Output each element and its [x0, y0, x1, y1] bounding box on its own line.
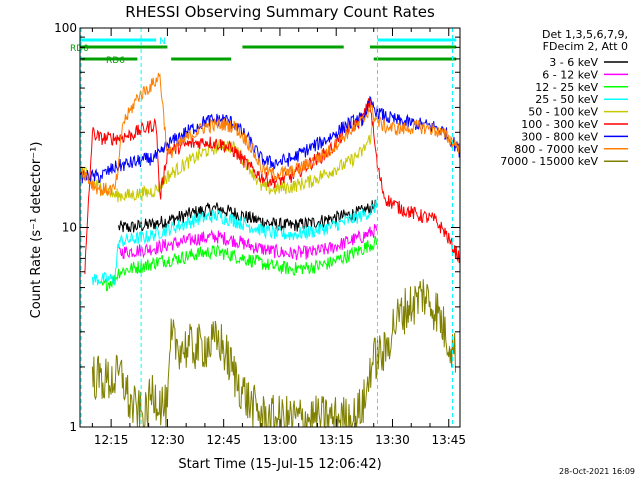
series-trace — [84, 98, 460, 275]
series-trace — [79, 95, 460, 184]
series-trace — [99, 235, 378, 292]
series-3 — [99, 235, 378, 292]
legend-label: 6 - 12 keV — [542, 68, 598, 81]
series-7 — [79, 95, 460, 184]
x-tick-label: 13:45 — [431, 433, 466, 447]
series-trace — [118, 223, 378, 261]
detector-info: Det 1,3,5,6,7,9, — [542, 28, 628, 41]
flag-label: N — [159, 37, 166, 47]
legend-label: 300 - 800 keV — [521, 130, 598, 143]
series-trace — [118, 199, 378, 233]
flag-rd6: RD6 — [80, 56, 457, 66]
series-8 — [79, 72, 460, 197]
legend-label: 100 - 300 keV — [521, 118, 598, 131]
x-tick-label: 13:00 — [263, 433, 298, 447]
flag-n: N — [80, 37, 457, 47]
flag-label: RD6 — [106, 56, 125, 66]
x-tick-label: 13:15 — [319, 433, 354, 447]
series-2 — [118, 223, 378, 261]
series-trace — [79, 72, 460, 197]
legend-label: 25 - 50 keV — [535, 93, 598, 106]
axis-layer: 12:15 12:30 12:45 13:00 13:15 13:30 13:45 1 10 10… — [54, 21, 466, 447]
x-tick-label: 12:30 — [150, 433, 185, 447]
legend-label: 50 - 100 keV — [528, 106, 598, 119]
legend-label: 3 - 6 keV — [549, 56, 598, 69]
series-4 — [91, 199, 378, 286]
y-axis-label: Count Rate (s⁻¹ detector⁻¹) — [29, 142, 44, 319]
timestamp: 28-Oct-2021 16:09 — [559, 467, 635, 476]
series-5 — [79, 115, 378, 203]
x-axis-label: Start Time (15-Jul-15 12:06:42) — [178, 457, 381, 472]
y-tick-label: 1 — [69, 420, 77, 434]
series-6 — [84, 98, 460, 275]
series-layer — [79, 72, 460, 429]
series-trace — [79, 115, 378, 203]
legend-label: 800 - 7000 keV — [514, 143, 598, 156]
decimation-info: FDecim 2, Att 0 — [543, 40, 628, 53]
legend: Det 1,3,5,6,7,9, FDecim 2, Att 0 3 - 6 k… — [500, 28, 628, 168]
y-tick-label: 10 — [62, 221, 77, 235]
series-trace — [91, 199, 378, 286]
y-tick-label: 100 — [54, 21, 77, 35]
x-tick-label: 13:30 — [375, 433, 410, 447]
x-tick-label: 12:15 — [94, 433, 129, 447]
legend-label: 12 - 25 keV — [535, 81, 598, 94]
series-1 — [118, 199, 378, 233]
chart-title: RHESSI Observing Summary Count Rates — [125, 3, 435, 21]
legend-label: 7000 - 15000 keV — [500, 155, 598, 168]
x-tick-label: 12:45 — [206, 433, 241, 447]
